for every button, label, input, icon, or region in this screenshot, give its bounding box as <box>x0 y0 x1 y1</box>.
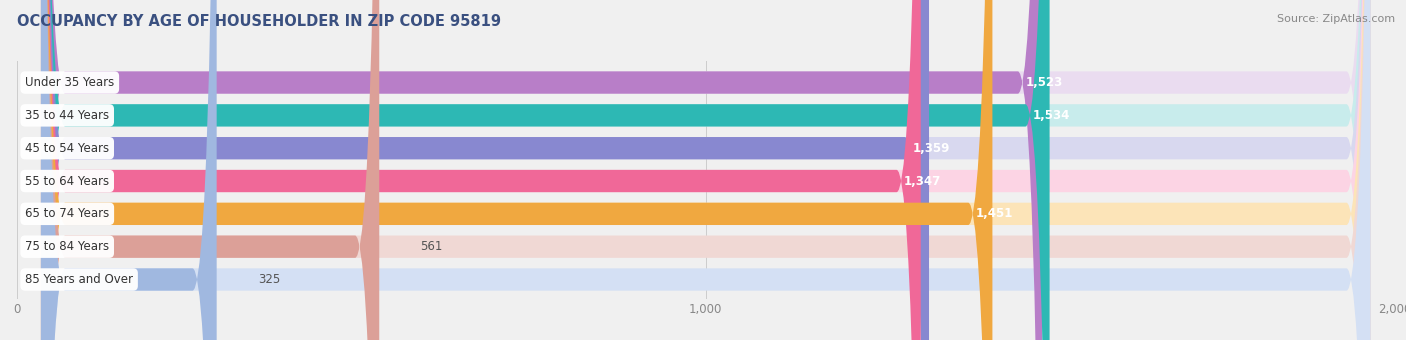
FancyBboxPatch shape <box>41 0 1371 340</box>
Text: 1,359: 1,359 <box>912 142 949 155</box>
Text: OCCUPANCY BY AGE OF HOUSEHOLDER IN ZIP CODE 95819: OCCUPANCY BY AGE OF HOUSEHOLDER IN ZIP C… <box>17 14 501 29</box>
FancyBboxPatch shape <box>41 0 993 340</box>
FancyBboxPatch shape <box>41 0 929 340</box>
FancyBboxPatch shape <box>41 0 1371 340</box>
FancyBboxPatch shape <box>41 0 380 340</box>
Text: Source: ZipAtlas.com: Source: ZipAtlas.com <box>1277 14 1395 23</box>
Text: 85 Years and Over: 85 Years and Over <box>25 273 134 286</box>
FancyBboxPatch shape <box>41 0 217 340</box>
Text: 35 to 44 Years: 35 to 44 Years <box>25 109 110 122</box>
FancyBboxPatch shape <box>41 0 1371 340</box>
Text: 65 to 74 Years: 65 to 74 Years <box>25 207 110 220</box>
FancyBboxPatch shape <box>41 0 1371 340</box>
Text: 1,347: 1,347 <box>904 174 942 188</box>
FancyBboxPatch shape <box>41 0 1371 340</box>
FancyBboxPatch shape <box>41 0 1371 340</box>
FancyBboxPatch shape <box>41 0 1050 340</box>
FancyBboxPatch shape <box>41 0 1042 340</box>
Text: 325: 325 <box>259 273 280 286</box>
Text: 55 to 64 Years: 55 to 64 Years <box>25 174 110 188</box>
Text: 1,523: 1,523 <box>1025 76 1063 89</box>
Text: Under 35 Years: Under 35 Years <box>25 76 114 89</box>
Text: 1,451: 1,451 <box>976 207 1014 220</box>
Text: 1,534: 1,534 <box>1033 109 1070 122</box>
Text: 75 to 84 Years: 75 to 84 Years <box>25 240 110 253</box>
FancyBboxPatch shape <box>41 0 1371 340</box>
Text: 561: 561 <box>420 240 443 253</box>
FancyBboxPatch shape <box>41 0 921 340</box>
Text: 45 to 54 Years: 45 to 54 Years <box>25 142 110 155</box>
